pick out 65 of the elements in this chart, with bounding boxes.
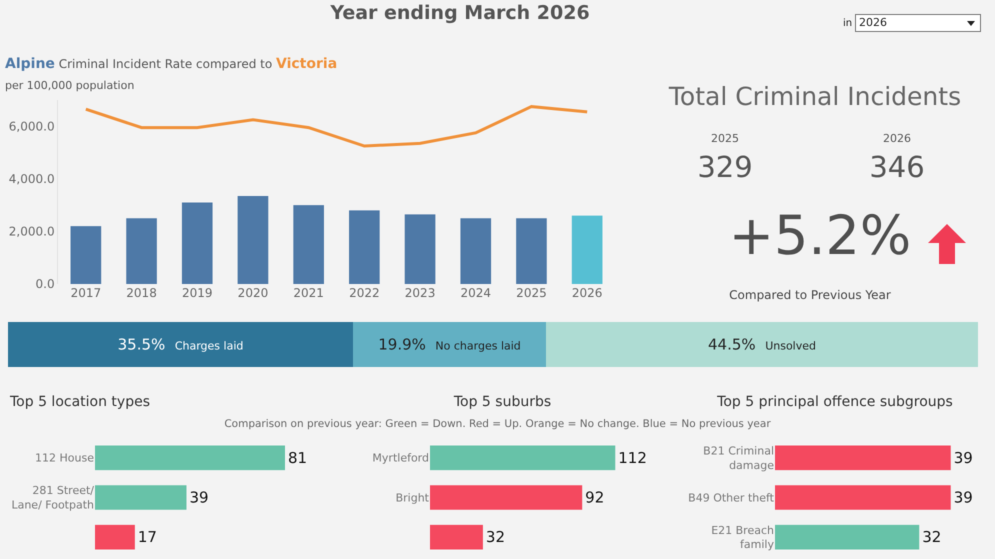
bar	[70, 226, 102, 284]
bar	[293, 205, 324, 284]
series-label: Unsolved	[765, 340, 816, 352]
data-label: 35.5%	[118, 336, 166, 354]
chart-subtitle: per 100,000 population	[5, 79, 134, 92]
text: 2025	[710, 132, 740, 145]
y-tick-label: E21 Breach family	[711, 524, 774, 552]
y-tick-label: 112 House	[35, 452, 94, 465]
bar	[238, 196, 268, 284]
x-tick-label: 2022	[349, 286, 380, 300]
data-label: 92	[585, 488, 604, 506]
y-tick-label: 0.0	[36, 277, 55, 292]
x-tick-label: 2020	[238, 286, 268, 300]
data-label: 39	[954, 448, 973, 467]
line-series	[84, 105, 589, 148]
chart-title: Top 5 suburbs	[452, 394, 552, 410]
bar	[126, 218, 157, 284]
text: Compared to Previous Year	[728, 288, 892, 302]
text: +5.2%	[728, 204, 912, 267]
bar	[182, 202, 213, 284]
data-label: 44.5%	[708, 336, 756, 354]
bar	[572, 216, 602, 284]
data-label: 39	[189, 488, 209, 506]
y-tick-label: 2,000.0	[8, 224, 55, 239]
y-tick-label: 6,000.0	[8, 119, 55, 134]
text: Total Criminal Incidents	[668, 82, 962, 111]
data-label: 39	[954, 488, 973, 506]
data-label: 32	[922, 528, 942, 546]
x-tick-label: 2024	[460, 286, 492, 300]
text: 346	[868, 150, 926, 184]
chart-title: Top 5 principal offence subgroups	[716, 394, 954, 410]
x-tick-label: 2021	[293, 286, 324, 300]
data-label: 81	[288, 448, 308, 467]
text: 329	[696, 150, 754, 184]
x-tick-label: 2025	[516, 286, 547, 300]
x-tick-label: 2023	[404, 286, 436, 300]
x-tick-label: 2026	[572, 286, 602, 300]
y-tick-label: Bright	[396, 491, 430, 504]
text: Victoria	[276, 56, 338, 72]
year-dropdown: 2026	[855, 14, 981, 32]
bar	[460, 218, 492, 284]
y-tick-label: 281 Street/ Lane/ Footpath	[11, 484, 94, 512]
chart-subtitle: Comparison on previous year: Green = Down. Red = Up. Orange = No change. Blue = No previous year	[223, 418, 772, 430]
bar	[349, 210, 380, 284]
bar	[516, 218, 547, 284]
chart-title: Criminal Incident Rate compared to	[58, 57, 274, 71]
text: Year ending March 2026	[330, 2, 590, 24]
series-label: Charges laid	[174, 340, 244, 352]
data-label: 32	[486, 528, 506, 546]
text: in	[843, 18, 852, 29]
data-label: 17	[138, 528, 157, 546]
chart-title: Top 5 location types	[10, 394, 151, 410]
x-tick-label: 2019	[182, 286, 213, 300]
series-label: No charges laid	[435, 340, 521, 352]
y-tick-label: B49 Other theft	[688, 491, 775, 504]
data-label: 112	[618, 448, 647, 467]
x-tick-label: 2018	[126, 286, 157, 300]
data-label: 19.9%	[378, 336, 426, 354]
y-tick-label: 4,000.0	[8, 172, 55, 186]
x-tick-label: 2017	[70, 286, 102, 300]
y-tick-label: Myrtleford	[372, 452, 429, 465]
bar	[404, 214, 436, 284]
text: Alpine	[5, 56, 55, 72]
y-tick-label: B21 Criminal damage	[703, 444, 774, 472]
text: 2026	[882, 132, 912, 145]
